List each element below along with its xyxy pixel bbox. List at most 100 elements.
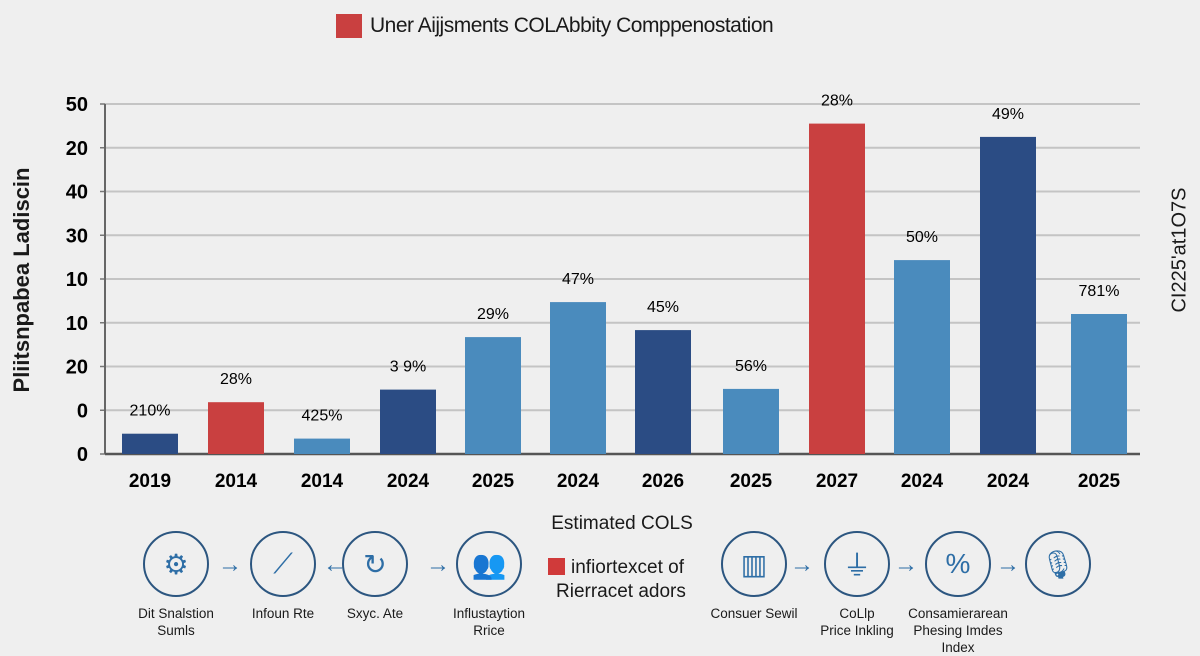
y-tick-label: 30 xyxy=(66,225,88,247)
data-label: 210% xyxy=(130,403,171,420)
process-step-label: Consamierarean Phesing Imdes Index xyxy=(883,605,1033,656)
data-label: 3 9% xyxy=(390,359,426,376)
process-step-label: Infoun Rte xyxy=(208,605,358,622)
data-label: 56% xyxy=(735,358,767,375)
funnel-icon: ⏚ xyxy=(824,531,890,597)
data-label: 28% xyxy=(821,93,853,110)
y-tick-label: 0 xyxy=(77,400,88,422)
cycle-dollar-icon: ↻ xyxy=(342,531,408,597)
data-label: 28% xyxy=(220,371,252,388)
process-step-label-line1: Consamierarean Phesing Imdes xyxy=(908,606,1008,638)
process-step: ⟋ Infoun Rte xyxy=(208,531,358,622)
process-step: ⚙ Dit Snalstion Sumls xyxy=(101,531,251,639)
process-step: ⏚ CoLlp Price Inkling xyxy=(782,531,932,639)
consumer-chart-icon-glyph: ▥ xyxy=(740,548,768,580)
x-tick-label: 2019 xyxy=(129,471,171,492)
arrow-right-icon: → xyxy=(218,551,242,578)
secondary-legend: infiortexcet of Rierracet adors xyxy=(548,556,686,604)
data-label: 45% xyxy=(647,299,679,316)
bar xyxy=(380,389,436,454)
process-step: 👥 Influstaytion Rrice xyxy=(414,531,564,639)
process-step-label-line1: Dit Snalstion xyxy=(138,606,214,621)
bar xyxy=(208,402,264,454)
process-step-label: Dit Snalstion Sumls xyxy=(101,605,251,639)
x-tick-label: 2024 xyxy=(987,471,1030,492)
x-axis-label: Estimated COLS xyxy=(551,513,693,534)
arrow-right-icon: → xyxy=(996,551,1020,578)
secondary-legend-line2: Rierracet adors xyxy=(556,581,686,602)
process-step-label-line1: Infoun Rte xyxy=(251,606,315,621)
y-tick-label: 10 xyxy=(66,313,88,335)
data-label: 50% xyxy=(906,229,938,246)
rate-dollar-icon: ⟋ xyxy=(250,531,316,597)
bar-chart: 50 20 40 30 10 10 20 0 0 210% 2019 28% 2014 425% 2014 3… xyxy=(66,93,1140,492)
data-label: 781% xyxy=(1079,283,1120,300)
microphone-icon: 🎙 xyxy=(1025,531,1091,597)
process-step-label-line1: Sxyc. Ate xyxy=(346,606,404,621)
x-tick-label: 2025 xyxy=(730,471,773,492)
y-tick-label: 40 xyxy=(66,182,88,204)
process-step: 🎙 xyxy=(983,531,1133,605)
bar xyxy=(1071,314,1127,454)
legend-swatch xyxy=(336,14,362,38)
bar xyxy=(980,136,1036,454)
process-step-label-line1: CoLlp xyxy=(839,606,875,621)
data-label: 29% xyxy=(477,306,509,323)
microphone-icon-glyph: 🎙 xyxy=(1040,548,1076,580)
process-step: ▥ Consuer Sewil xyxy=(679,531,829,622)
x-tick-label: 2025 xyxy=(472,471,515,492)
y-tick-label: 50 xyxy=(66,94,88,116)
arrow-right-icon: → xyxy=(894,551,918,578)
y-tick-label: 20 xyxy=(66,138,88,160)
y-tick-label: 20 xyxy=(66,357,88,379)
x-tick-label: 2014 xyxy=(301,471,344,492)
legend-label: Uner Aijjsments COLAbbity Comppenostatio… xyxy=(370,14,774,37)
x-tick-label: 2024 xyxy=(901,471,944,492)
y-tick-label: 10 xyxy=(66,269,88,291)
cycle-dollar-icon-glyph: ↻ xyxy=(363,548,387,580)
bar xyxy=(465,337,521,454)
x-tick-label: 2027 xyxy=(816,471,858,492)
data-label: 47% xyxy=(562,271,594,288)
bar xyxy=(723,388,779,454)
data-label: 425% xyxy=(302,408,343,425)
x-tick-label: 2024 xyxy=(557,471,600,492)
bar xyxy=(122,433,178,454)
percent-chart-icon: % xyxy=(925,531,991,597)
arrow-right-icon: → xyxy=(790,551,814,578)
data-label: 49% xyxy=(992,106,1024,123)
x-tick-label: 2026 xyxy=(642,471,684,492)
process-step-label: CoLlp Price Inkling xyxy=(782,605,932,639)
secondary-legend-line1: infiortexcet of xyxy=(571,557,684,578)
x-tick-label: 2014 xyxy=(215,471,258,492)
bar xyxy=(894,260,950,454)
gear-dollar-icon-glyph: ⚙ xyxy=(163,548,189,580)
arrow-right-icon: → xyxy=(426,551,450,578)
people-icon-glyph: 👥 xyxy=(471,548,507,580)
process-step-label-line2: Rrice xyxy=(473,623,505,638)
consumer-chart-icon: ▥ xyxy=(721,531,787,597)
x-tick-label: 2025 xyxy=(1078,471,1121,492)
bar xyxy=(635,330,691,454)
process-step-label-line2: Index xyxy=(941,640,975,655)
process-step-label-line1: Influstaytion xyxy=(452,606,526,621)
people-icon: 👥 xyxy=(456,531,522,597)
process-step: % Consamierarean Phesing Imdes Index xyxy=(883,531,1033,656)
process-step-label-line2: Price Inkling xyxy=(820,623,894,638)
process-step-label: Sxyc. Ate xyxy=(300,605,450,622)
secondary-legend-swatch xyxy=(548,558,565,575)
process-step-label: Influstaytion Rrice xyxy=(414,605,564,639)
gear-dollar-icon: ⚙ xyxy=(143,531,209,597)
chart-legend: Uner Aijjsments COLAbbity Comppenostatio… xyxy=(336,14,774,38)
rate-dollar-icon-glyph: ⟋ xyxy=(273,547,293,579)
arrow-left-icon: ← xyxy=(323,551,347,578)
x-tick-label: 2024 xyxy=(387,471,430,492)
bar xyxy=(809,123,865,454)
bar xyxy=(294,438,350,454)
funnel-icon-glyph: ⏚ xyxy=(842,550,871,581)
bar xyxy=(550,302,606,454)
process-step-label: Consuer Sewil xyxy=(679,605,829,622)
process-step: ↻ Sxyc. Ate xyxy=(300,531,450,622)
y-tick-label: 0 xyxy=(77,444,88,466)
process-step-label-line2: Sumls xyxy=(157,623,195,638)
